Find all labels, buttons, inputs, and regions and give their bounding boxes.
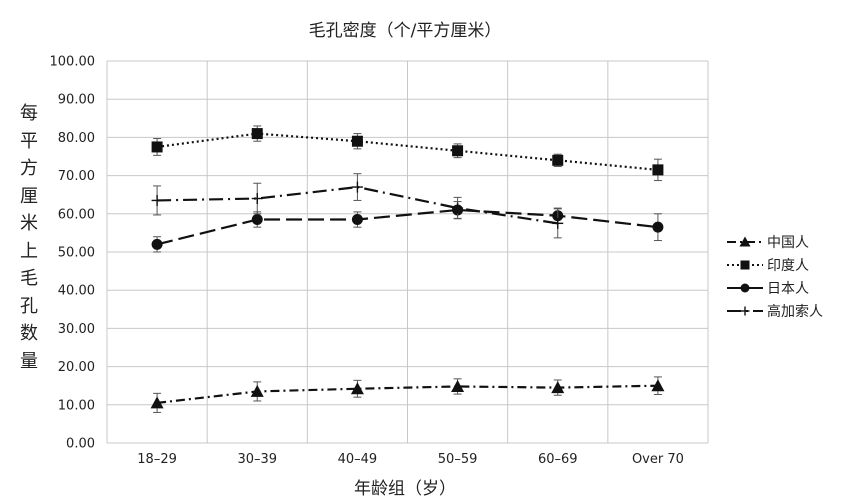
x-tick-label: 60–69 bbox=[538, 452, 578, 467]
data-point bbox=[552, 154, 564, 166]
legend-item: 日本人 bbox=[727, 281, 809, 297]
legend-item: 印度人 bbox=[727, 258, 809, 274]
x-tick-label: Over 70 bbox=[632, 452, 684, 467]
data-point bbox=[551, 381, 565, 394]
data-point bbox=[740, 283, 750, 293]
data-point bbox=[250, 384, 264, 397]
y-tick-label: 100.00 bbox=[50, 55, 96, 70]
legend-item: 中国人 bbox=[727, 235, 809, 251]
data-point bbox=[552, 217, 564, 229]
data-point bbox=[151, 194, 163, 206]
data-point bbox=[151, 141, 163, 153]
legend-label: 印度人 bbox=[767, 258, 809, 274]
data-point bbox=[151, 238, 163, 250]
x-tick-label: 40–49 bbox=[338, 452, 378, 467]
series-line bbox=[156, 132, 659, 171]
data-point bbox=[150, 396, 164, 409]
legend-item: 高加索人 bbox=[727, 303, 823, 320]
data-point bbox=[740, 306, 750, 316]
data-point bbox=[350, 382, 364, 395]
grid-layer bbox=[106, 60, 709, 444]
y-tick-label: 60.00 bbox=[58, 207, 95, 222]
x-tick-label: 50–59 bbox=[438, 452, 478, 467]
y-tick-label: 90.00 bbox=[58, 93, 95, 108]
data-point bbox=[451, 379, 465, 392]
series-1 bbox=[151, 125, 664, 182]
y-tick-label: 50.00 bbox=[58, 246, 95, 261]
data-point bbox=[452, 202, 464, 214]
y-tick-label: 0.00 bbox=[66, 437, 95, 452]
y-tick-label: 20.00 bbox=[58, 360, 95, 375]
data-point bbox=[351, 135, 363, 147]
y-tick-label: 30.00 bbox=[58, 322, 95, 337]
series-3 bbox=[151, 173, 564, 239]
y-axis-label: 每平方厘米上毛孔数量 bbox=[20, 103, 38, 372]
data-point bbox=[651, 379, 665, 392]
data-point bbox=[251, 128, 263, 140]
data-point bbox=[351, 181, 363, 193]
y-tick-label: 80.00 bbox=[58, 131, 95, 146]
x-axis-label: 年龄组（岁） bbox=[354, 479, 456, 499]
data-point bbox=[739, 236, 751, 247]
y-tick-label: 40.00 bbox=[58, 284, 95, 299]
legend-label: 日本人 bbox=[767, 281, 809, 297]
series-layer bbox=[150, 125, 665, 413]
series-0 bbox=[150, 376, 665, 413]
legend-label: 中国人 bbox=[767, 235, 809, 251]
data-point bbox=[351, 214, 363, 226]
data-point bbox=[452, 145, 464, 157]
data-point bbox=[740, 260, 750, 270]
chart-title: 毛孔密度（个/平方厘米） bbox=[308, 21, 502, 41]
data-point bbox=[251, 214, 263, 226]
y-tick-label: 70.00 bbox=[58, 169, 95, 184]
x-tick-label: 18–29 bbox=[137, 452, 177, 467]
data-point bbox=[652, 164, 664, 176]
x-tick-label: 30–39 bbox=[237, 452, 277, 467]
legend-label: 高加索人 bbox=[767, 303, 823, 320]
y-tick-label: 10.00 bbox=[58, 398, 95, 413]
data-point bbox=[251, 193, 263, 205]
axis-layer: 0.00 10.00 20.00 30.00 40.00 50.00 60.00 70.00 8… bbox=[50, 55, 684, 468]
data-point bbox=[652, 221, 664, 233]
series-line bbox=[156, 208, 659, 246]
series-line bbox=[156, 384, 658, 404]
